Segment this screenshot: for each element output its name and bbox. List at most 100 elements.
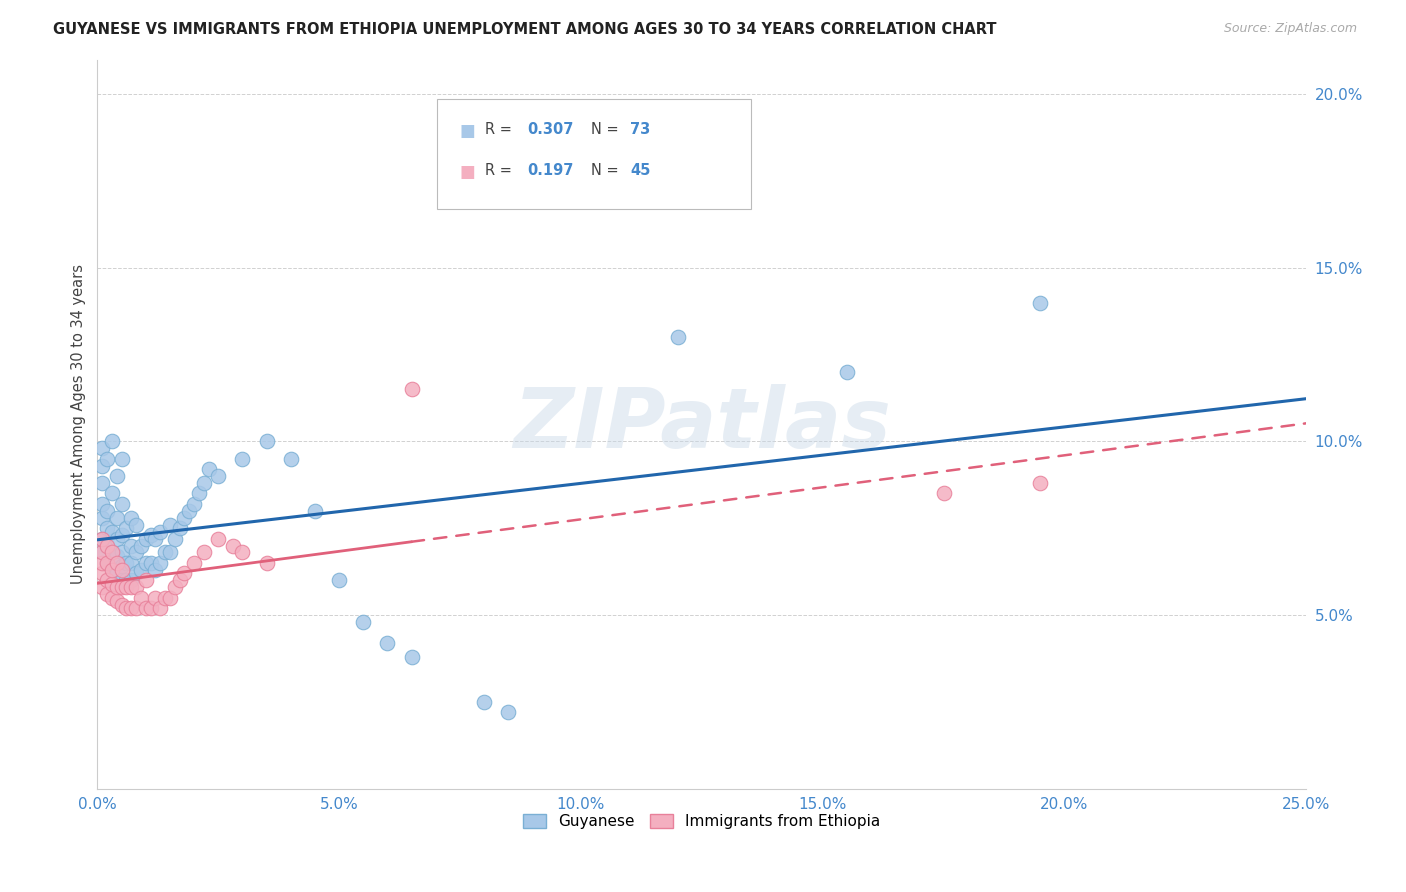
Text: 73: 73 <box>630 122 650 137</box>
Point <box>101 576 124 591</box>
Point <box>91 545 114 559</box>
Text: ■: ■ <box>460 163 475 181</box>
Point <box>377 636 399 650</box>
Point <box>115 601 138 615</box>
Point <box>110 580 132 594</box>
Point <box>159 545 181 559</box>
Point <box>149 524 172 539</box>
Point <box>96 556 118 570</box>
Point <box>222 539 245 553</box>
Point <box>149 601 172 615</box>
Point <box>110 563 132 577</box>
Point <box>498 705 520 719</box>
Point <box>135 532 157 546</box>
Point <box>110 574 132 588</box>
Text: GUYANESE VS IMMIGRANTS FROM ETHIOPIA UNEMPLOYMENT AMONG AGES 30 TO 34 YEARS CORR: GUYANESE VS IMMIGRANTS FROM ETHIOPIA UNE… <box>53 22 997 37</box>
Point <box>125 517 148 532</box>
Point <box>231 545 253 559</box>
Point <box>96 539 118 553</box>
Point <box>115 556 138 570</box>
Point <box>101 591 124 605</box>
Point <box>231 451 253 466</box>
Point <box>1029 476 1052 491</box>
Point <box>169 574 191 588</box>
Point <box>153 545 176 559</box>
Point <box>135 556 157 570</box>
Point <box>1029 295 1052 310</box>
Point <box>179 504 201 518</box>
Text: Source: ZipAtlas.com: Source: ZipAtlas.com <box>1223 22 1357 36</box>
Point <box>91 566 114 581</box>
Point <box>256 434 278 449</box>
Point <box>125 545 148 559</box>
Point <box>120 510 142 524</box>
Point <box>197 462 219 476</box>
Point <box>120 539 142 553</box>
Point <box>91 442 114 456</box>
Point <box>105 510 128 524</box>
Text: N =: N = <box>591 163 623 178</box>
Point <box>153 591 176 605</box>
Point <box>110 497 132 511</box>
Point <box>135 601 157 615</box>
Point <box>149 556 172 570</box>
Point <box>91 532 114 546</box>
Point <box>207 469 229 483</box>
Point <box>91 497 114 511</box>
Point <box>120 574 142 588</box>
Point <box>105 556 128 570</box>
Text: 0.307: 0.307 <box>527 122 574 137</box>
Point <box>91 545 114 559</box>
Point <box>125 601 148 615</box>
Point <box>129 539 152 553</box>
Legend: Guyanese, Immigrants from Ethiopia: Guyanese, Immigrants from Ethiopia <box>517 808 887 836</box>
Point <box>145 532 167 546</box>
Point <box>139 556 162 570</box>
Text: 45: 45 <box>630 163 650 178</box>
Point <box>110 545 132 559</box>
Point <box>139 601 162 615</box>
Point <box>183 556 205 570</box>
Point <box>173 566 195 581</box>
Point <box>169 521 191 535</box>
Point <box>193 545 215 559</box>
Text: 0.197: 0.197 <box>527 163 574 178</box>
Point <box>96 504 118 518</box>
Y-axis label: Unemployment Among Ages 30 to 34 years: Unemployment Among Ages 30 to 34 years <box>72 264 86 584</box>
Point <box>105 566 128 581</box>
Point <box>101 486 124 500</box>
Point <box>91 580 114 594</box>
Point <box>105 532 128 546</box>
Point <box>163 580 186 594</box>
Point <box>835 365 858 379</box>
Point <box>96 521 118 535</box>
Point <box>101 524 124 539</box>
Text: N =: N = <box>591 122 623 137</box>
Text: ZIPatlas: ZIPatlas <box>513 384 890 465</box>
Point <box>115 580 138 594</box>
Point <box>110 451 132 466</box>
Point <box>115 574 138 588</box>
Point <box>120 580 142 594</box>
Point <box>163 532 186 546</box>
Text: R =: R = <box>485 163 516 178</box>
Point <box>135 574 157 588</box>
Point <box>120 601 142 615</box>
Point <box>101 563 124 577</box>
Point <box>110 528 132 542</box>
Point <box>101 545 124 559</box>
Point <box>110 598 132 612</box>
Point <box>129 591 152 605</box>
Point <box>96 587 118 601</box>
Point <box>401 649 423 664</box>
Point <box>105 580 128 594</box>
Point <box>96 574 118 588</box>
Point <box>183 497 205 511</box>
Point <box>187 486 209 500</box>
Point <box>472 695 495 709</box>
Point <box>139 528 162 542</box>
Point <box>91 458 114 473</box>
Point <box>256 556 278 570</box>
Point <box>105 549 128 563</box>
Point <box>120 556 142 570</box>
